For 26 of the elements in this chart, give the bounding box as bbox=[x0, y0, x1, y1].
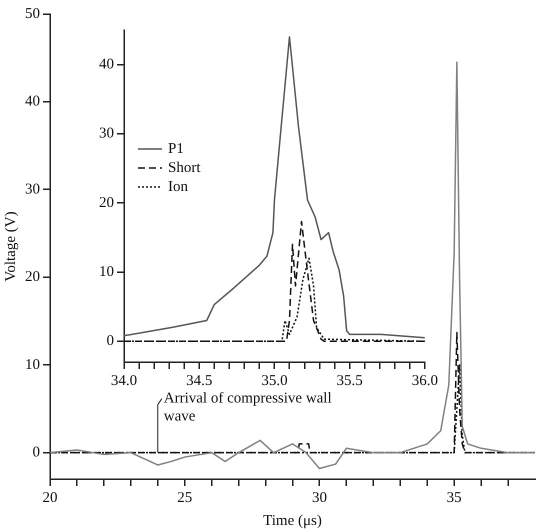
x-tick-label: 36.0 bbox=[412, 372, 438, 389]
x-tick-label: 35.0 bbox=[261, 372, 288, 389]
x-tick-label: 34.0 bbox=[110, 372, 138, 389]
legend-label: P1 bbox=[168, 140, 184, 157]
y-tick-label: 30 bbox=[99, 126, 114, 142]
y-tick-label: 50 bbox=[25, 6, 40, 22]
x-tick-label: 25 bbox=[177, 490, 192, 506]
y-tick-label: 0 bbox=[106, 333, 114, 350]
y-tick-label: 20 bbox=[99, 194, 114, 211]
x-tick-label: 30 bbox=[312, 490, 327, 506]
y-tick-label: 30 bbox=[25, 181, 40, 198]
x-tick-label: 35.5 bbox=[336, 372, 363, 389]
annotation: Arrival of compressive wall wave bbox=[164, 390, 332, 425]
y-tick-label: 10 bbox=[99, 264, 114, 280]
legend-label: Short bbox=[168, 160, 202, 176]
x-tick-label: 20 bbox=[42, 490, 58, 506]
x-tick-label: 35 bbox=[446, 490, 462, 506]
legend-label: Ion bbox=[168, 178, 188, 195]
y-tick-label: 40 bbox=[99, 56, 114, 73]
y-tick-label: 40 bbox=[25, 94, 40, 110]
y-tick-label: 10 bbox=[25, 356, 40, 373]
y-tick-label: 20 bbox=[25, 269, 40, 286]
x-axis-title: Time (μs) bbox=[263, 512, 322, 529]
x-tick-label: 34.5 bbox=[186, 372, 212, 389]
y-tick-label: 0 bbox=[32, 444, 40, 461]
y-axis-title: Voltage (V) bbox=[2, 211, 19, 282]
